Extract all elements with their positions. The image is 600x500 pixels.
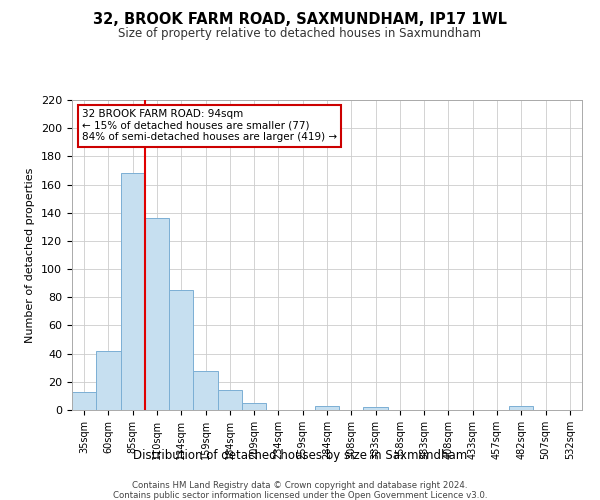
- Bar: [364, 407, 388, 410]
- Y-axis label: Number of detached properties: Number of detached properties: [25, 168, 35, 342]
- Bar: [315, 406, 339, 410]
- Bar: [145, 218, 169, 410]
- Bar: [509, 406, 533, 410]
- Bar: [218, 390, 242, 410]
- Text: Contains HM Land Registry data © Crown copyright and database right 2024.: Contains HM Land Registry data © Crown c…: [132, 480, 468, 490]
- Bar: [96, 351, 121, 410]
- Bar: [121, 174, 145, 410]
- Bar: [169, 290, 193, 410]
- Text: 32 BROOK FARM ROAD: 94sqm
← 15% of detached houses are smaller (77)
84% of semi-: 32 BROOK FARM ROAD: 94sqm ← 15% of detac…: [82, 110, 337, 142]
- Text: 32, BROOK FARM ROAD, SAXMUNDHAM, IP17 1WL: 32, BROOK FARM ROAD, SAXMUNDHAM, IP17 1W…: [93, 12, 507, 28]
- Text: Contains public sector information licensed under the Open Government Licence v3: Contains public sector information licen…: [113, 490, 487, 500]
- Text: Distribution of detached houses by size in Saxmundham: Distribution of detached houses by size …: [133, 448, 467, 462]
- Bar: [72, 392, 96, 410]
- Bar: [193, 370, 218, 410]
- Bar: [242, 403, 266, 410]
- Text: Size of property relative to detached houses in Saxmundham: Size of property relative to detached ho…: [119, 28, 482, 40]
